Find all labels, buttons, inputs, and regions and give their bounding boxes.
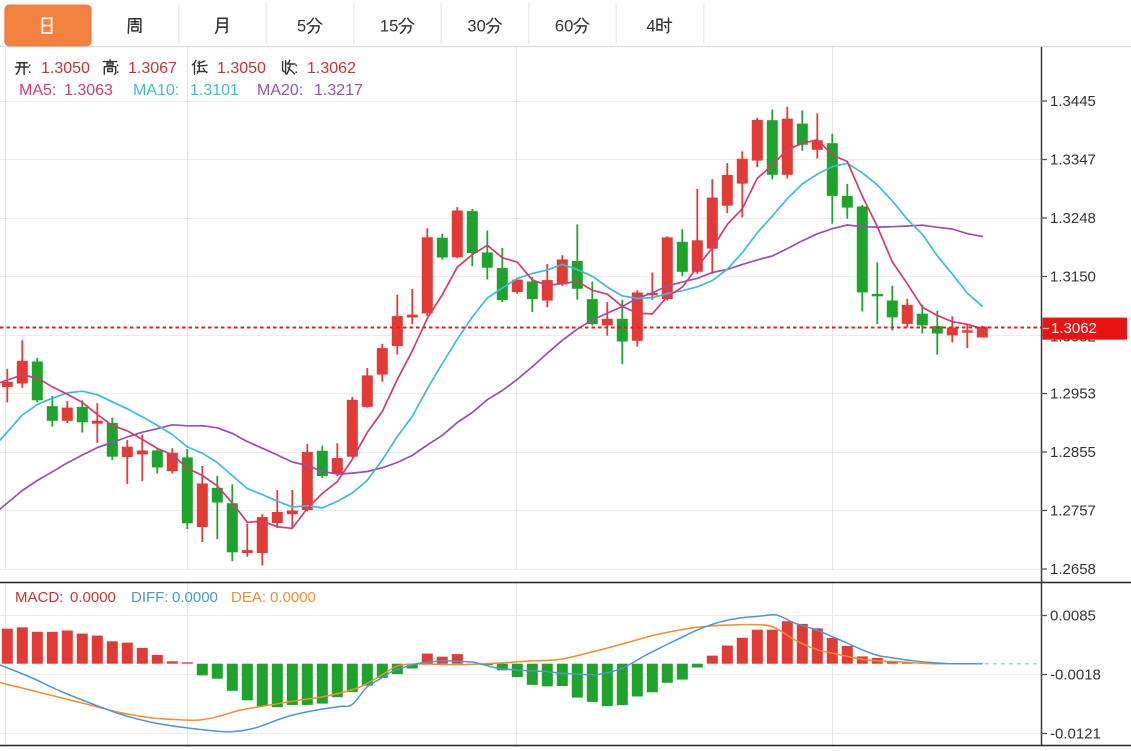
svg-text::: : bbox=[294, 60, 298, 77]
svg-text:1.3063: 1.3063 bbox=[64, 82, 113, 99]
svg-text:30: 30 bbox=[467, 18, 485, 36]
svg-text::: : bbox=[28, 60, 32, 77]
svg-text:0.0000: 0.0000 bbox=[172, 589, 218, 606]
svg-text:5: 5 bbox=[297, 18, 306, 36]
svg-text:1.3050: 1.3050 bbox=[41, 60, 90, 77]
svg-text:1.3050: 1.3050 bbox=[217, 60, 266, 77]
svg-text:60: 60 bbox=[555, 18, 573, 36]
svg-text:MA20:: MA20: bbox=[257, 82, 303, 99]
svg-text:1.3217: 1.3217 bbox=[314, 82, 363, 99]
svg-text:1.2757: 1.2757 bbox=[1050, 503, 1096, 520]
svg-text:1.3248: 1.3248 bbox=[1050, 210, 1096, 227]
svg-text:4: 4 bbox=[646, 18, 655, 36]
svg-text:MA10:: MA10: bbox=[133, 82, 179, 99]
svg-text:1.3101: 1.3101 bbox=[190, 82, 239, 99]
svg-text:0.0085: 0.0085 bbox=[1050, 608, 1096, 625]
svg-text:1.3347: 1.3347 bbox=[1050, 152, 1096, 169]
svg-text:1.3062: 1.3062 bbox=[1051, 320, 1097, 337]
svg-text:1.3067: 1.3067 bbox=[128, 60, 177, 77]
svg-text:1.2658: 1.2658 bbox=[1050, 561, 1096, 578]
svg-text:DIFF:: DIFF: bbox=[131, 589, 169, 606]
svg-text:MACD:: MACD: bbox=[15, 589, 63, 606]
svg-text:1.3150: 1.3150 bbox=[1050, 269, 1096, 286]
svg-text:15: 15 bbox=[380, 18, 398, 36]
svg-text:1.2855: 1.2855 bbox=[1050, 444, 1096, 461]
svg-text:0.0000: 0.0000 bbox=[270, 589, 316, 606]
svg-text:1.3062: 1.3062 bbox=[307, 60, 356, 77]
svg-text:-0.0121: -0.0121 bbox=[1050, 726, 1101, 743]
svg-text:-0.0018: -0.0018 bbox=[1050, 667, 1101, 684]
svg-text:1.2953: 1.2953 bbox=[1050, 386, 1096, 403]
svg-text:MA5:: MA5: bbox=[19, 82, 56, 99]
svg-text:DEA:: DEA: bbox=[231, 589, 266, 606]
svg-text::: : bbox=[205, 60, 209, 77]
svg-text:1.3445: 1.3445 bbox=[1050, 93, 1096, 110]
svg-text::: : bbox=[116, 60, 120, 77]
svg-text:0.0000: 0.0000 bbox=[70, 589, 116, 606]
